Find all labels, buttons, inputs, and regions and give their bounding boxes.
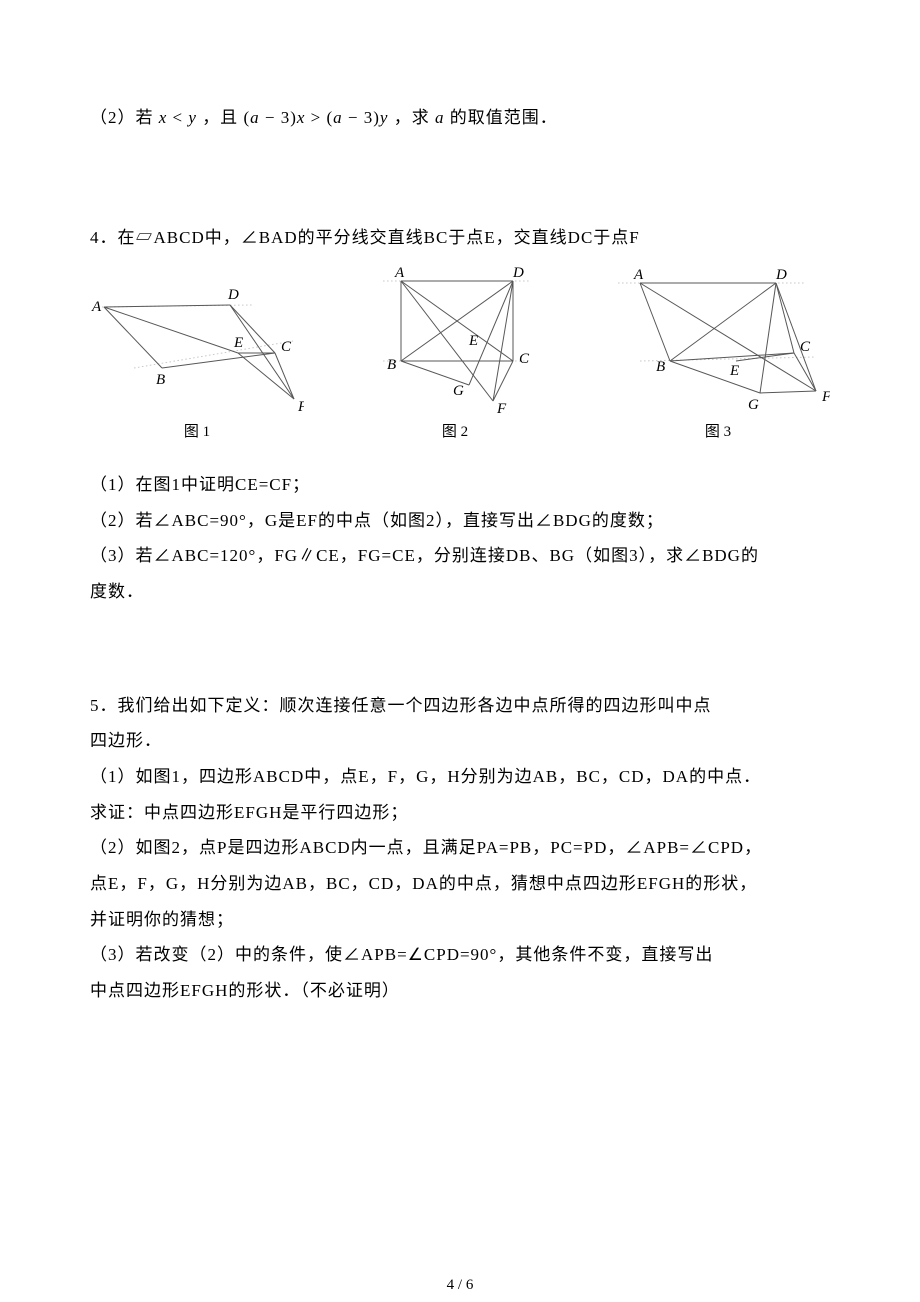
figure-1-svg: A D B C E F <box>90 275 304 415</box>
q5-intro-2: 四边形． <box>90 723 830 759</box>
q4-figures-row: A D B C E F 图 1 A D B C E G F 图 2 A D B C E G F 图 3 <box>90 265 830 449</box>
svg-text:A: A <box>91 299 102 315</box>
svg-text:D: D <box>512 265 524 281</box>
figure-3-label: 图 3 <box>705 417 731 449</box>
q2-mid1: ，且 <box>202 108 238 127</box>
svg-text:B: B <box>656 359 665 375</box>
q2-a2: a <box>333 108 343 127</box>
q2-x: x <box>159 108 168 127</box>
figure-2-svg: A D B C E G F <box>365 265 545 415</box>
q4-sub-3b: 度数． <box>90 574 830 610</box>
svg-text:B: B <box>156 372 165 388</box>
figure-1-label: 图 1 <box>184 417 210 449</box>
q2-a3: a <box>435 108 445 127</box>
q5-s1a: （1）如图1，四边形ABCD中，点E，F，G，H分别为边AB，BC，CD，DA的… <box>90 759 830 795</box>
page-number: 4 / 6 <box>0 1270 920 1302</box>
question-2-part-2: （2）若 x < y ，且 (a − 3)x > (a − 3)y ，求 a 的… <box>90 100 830 136</box>
svg-text:F: F <box>297 399 304 415</box>
q5-s1b: 求证：中点四边形EFGH是平行四边形； <box>90 795 830 831</box>
question-5: 5．我们给出如下定义：顺次连接任意一个四边形各边中点所得的四边形叫中点 四边形．… <box>90 688 830 1009</box>
svg-text:G: G <box>748 397 759 413</box>
svg-text:C: C <box>800 339 811 355</box>
svg-text:F: F <box>821 389 830 405</box>
q2-m3b: − 3) <box>343 108 380 127</box>
question-4: 4．在▱ABCD中，∠BAD的平分线交直线BC于点E，交直线DC于点F A D B C… <box>90 220 830 610</box>
q2-lt: < <box>167 108 188 127</box>
q2-y2: y <box>380 108 389 127</box>
q4-sub-3a: （3）若∠ABC=120°，FG∥CE，FG=CE，分别连接DB、BG（如图3）… <box>90 538 830 574</box>
svg-text:B: B <box>387 357 396 373</box>
svg-text:A: A <box>394 265 405 281</box>
svg-text:C: C <box>519 351 530 367</box>
figure-2-label: 图 2 <box>442 417 468 449</box>
svg-text:D: D <box>775 267 787 283</box>
svg-text:D: D <box>227 287 239 303</box>
q4-intro: 4．在▱ABCD中，∠BAD的平分线交直线BC于点E，交直线DC于点F <box>90 220 830 256</box>
q5-s3b: 中点四边形EFGH的形状．（不必证明） <box>90 973 830 1009</box>
figure-3-svg: A D B C E G F <box>606 265 830 415</box>
q5-s2b: 点E，F，G，H分别为边AB，BC，CD，DA的中点，猜想中点四边形EFGH的形… <box>90 866 830 902</box>
q4-sub-2: （2）若∠ABC=90°，G是EF的中点（如图2），直接写出∠BDG的度数； <box>90 503 830 539</box>
q2-tail: 的取值范围． <box>450 108 558 127</box>
q2-mid2: ，求 <box>394 108 430 127</box>
svg-text:E: E <box>233 335 243 351</box>
q2-m3: − 3) <box>260 108 297 127</box>
q4-sub-1: （1）在图1中证明CE=CF； <box>90 467 830 503</box>
svg-text:G: G <box>453 383 464 399</box>
svg-text:C: C <box>281 339 292 355</box>
q2-y: y <box>188 108 197 127</box>
q5-intro-1: 5．我们给出如下定义：顺次连接任意一个四边形各边中点所得的四边形叫中点 <box>90 688 830 724</box>
svg-text:F: F <box>496 401 507 415</box>
figure-3: A D B C E G F 图 3 <box>606 265 830 449</box>
svg-text:E: E <box>468 333 478 349</box>
q5-s2c: 并证明你的猜想； <box>90 902 830 938</box>
q5-s2a: （2）如图2，点P是四边形ABCD内一点，且满足PA=PB，PC=PD，∠APB… <box>90 830 830 866</box>
q5-s3a: （3）若改变（2）中的条件，使∠APB=∠CPD=90°，其他条件不变，直接写出 <box>90 937 830 973</box>
svg-text:A: A <box>633 267 644 283</box>
figure-2: A D B C E G F 图 2 <box>365 265 545 449</box>
q2-gt: > ( <box>305 108 333 127</box>
figure-1: A D B C E F 图 1 <box>90 275 304 449</box>
q2-prefix: （2）若 <box>90 108 154 127</box>
svg-text:E: E <box>729 363 739 379</box>
q2-a: a <box>250 108 260 127</box>
